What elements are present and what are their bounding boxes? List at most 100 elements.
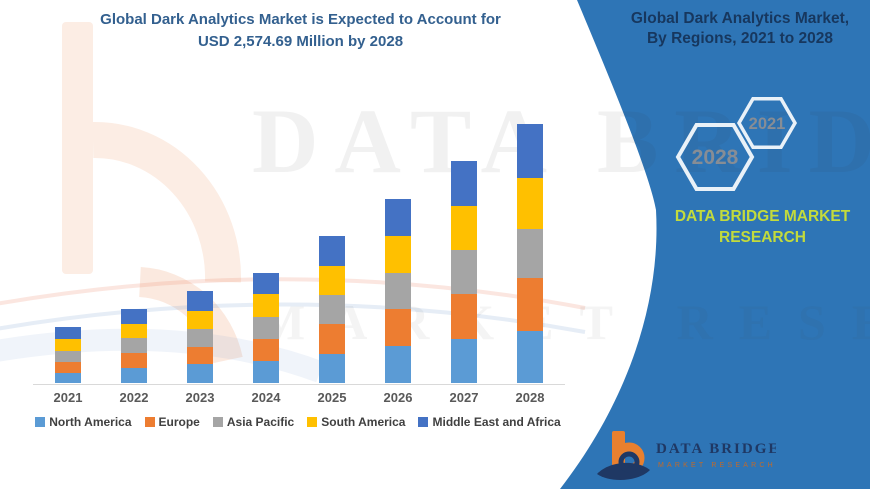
bar-segment-2024-asia-pacific	[253, 317, 279, 339]
x-axis-label-2026: 2026	[383, 390, 413, 405]
bar-stack-2025	[319, 236, 345, 383]
hexagon-2028-label: 2028	[692, 146, 739, 169]
bar-group-2028	[497, 124, 563, 383]
bar-group-2024	[233, 272, 299, 383]
legend-swatch-icon	[418, 417, 429, 427]
bar-segment-2023-south-america	[187, 310, 213, 330]
hexagon-year-badges: 2028 2021	[675, 97, 798, 191]
bar-segment-2022-south-america	[121, 324, 147, 339]
bar-segment-2025-north-america	[319, 353, 345, 383]
bar-stack-2026	[385, 199, 411, 383]
bar-segment-2025-asia-pacific	[319, 295, 345, 325]
bar-stack-2027	[451, 161, 477, 383]
legend-label: Asia Pacific	[226, 415, 295, 429]
x-axis-labels: 2021 2022 2023 2024 2025 2026 2027 2028	[35, 390, 563, 405]
legend-item-middle-east-and-africa: Middle East and Africa	[418, 415, 561, 429]
brand-text-line1: DATA BRIDGE MARKET	[674, 208, 851, 225]
legend-item-asia-pacific: Asia Pacific	[212, 415, 295, 429]
bar-segment-2026-south-america	[385, 235, 411, 273]
bar-segment-2025-middle-east-and-africa	[319, 236, 345, 266]
bar-segment-2021-asia-pacific	[55, 350, 81, 362]
legend-label: North America	[49, 415, 132, 429]
bar-segment-2021-europe	[55, 361, 81, 373]
bar-stack-2021	[55, 327, 81, 383]
bar-segment-2021-middle-east-and-africa	[55, 327, 81, 340]
bar-segment-2025-south-america	[319, 265, 345, 296]
legend-swatch-icon	[35, 417, 46, 427]
bar-stack-2028	[517, 124, 543, 383]
bar-segment-2022-middle-east-and-africa	[121, 309, 147, 325]
legend-item-europe: Europe	[144, 415, 200, 429]
bar-group-2026	[365, 199, 431, 383]
bar-group-2021	[35, 327, 101, 383]
bar-segment-2027-north-america	[451, 338, 477, 383]
bar-segment-2028-north-america	[517, 331, 543, 383]
bar-segment-2024-south-america	[253, 294, 279, 318]
logo-tagline: MARKET RESEARCH	[658, 462, 776, 469]
brand-text-line2: RESEARCH	[719, 228, 806, 246]
bar-segment-2024-north-america	[253, 360, 279, 383]
legend-swatch-icon	[212, 417, 223, 427]
bar-stack-2023	[187, 291, 213, 383]
bar-segment-2027-europe	[451, 294, 477, 339]
x-axis-label-2028: 2028	[515, 390, 545, 405]
bar-segment-2023-europe	[187, 347, 213, 364]
x-axis-label-2025: 2025	[317, 390, 347, 405]
chart-legend: North America Europe Asia Pacific South Ame…	[22, 415, 574, 429]
bar-segment-2023-asia-pacific	[187, 329, 213, 348]
bar-segment-2027-middle-east-and-africa	[451, 161, 477, 206]
panel-title-line1: Global Dark Analytics Market,	[630, 10, 850, 27]
bar-segment-2027-south-america	[451, 205, 477, 251]
bar-segment-2026-asia-pacific	[385, 272, 411, 310]
x-axis-label-2023: 2023	[185, 390, 215, 405]
bar-segment-2022-europe	[121, 353, 147, 368]
panel-title: Global Dark Analytics Market, By Regions…	[612, 9, 868, 50]
hexagon-2021-label: 2021	[749, 115, 786, 133]
legend-item-north-america: North America	[35, 415, 132, 429]
x-axis-label-2027: 2027	[449, 390, 479, 405]
bar-segment-2023-north-america	[187, 363, 213, 383]
bar-stack-2022	[121, 309, 147, 383]
bar-chart	[35, 124, 563, 383]
x-axis-label-2021: 2021	[53, 390, 83, 405]
bar-group-2022	[101, 309, 167, 383]
x-axis-line	[33, 384, 565, 385]
bar-segment-2027-asia-pacific	[451, 250, 477, 295]
bar-segment-2025-europe	[319, 324, 345, 354]
bar-segment-2021-south-america	[55, 339, 81, 351]
logo-b-icon	[597, 431, 650, 480]
bar-segment-2026-north-america	[385, 346, 411, 383]
bar-segment-2024-middle-east-and-africa	[253, 272, 279, 295]
legend-label: Europe	[158, 415, 200, 429]
bar-group-2023	[167, 291, 233, 383]
bar-segment-2022-north-america	[121, 367, 147, 383]
legend-item-south-america: South America	[307, 415, 405, 429]
brand-text: DATA BRIDGE MARKET RESEARCH	[655, 207, 870, 249]
hexagon-2028-icon	[675, 123, 755, 191]
bar-segment-2028-south-america	[517, 177, 543, 230]
bar-segment-2024-europe	[253, 338, 279, 361]
legend-swatch-icon	[144, 417, 155, 427]
panel-title-line2: By Regions, 2021 to 2028	[646, 30, 834, 48]
legend-label: Middle East and Africa	[432, 415, 561, 429]
bar-segment-2022-asia-pacific	[121, 338, 147, 354]
legend-label: South America	[321, 415, 406, 429]
bar-segment-2026-europe	[385, 309, 411, 347]
legend-swatch-icon	[307, 417, 318, 427]
bar-segment-2028-asia-pacific	[517, 229, 543, 279]
bar-segment-2026-middle-east-and-africa	[385, 199, 411, 236]
bar-stack-2024	[253, 272, 279, 383]
bar-segment-2028-middle-east-and-africa	[517, 124, 543, 178]
bar-group-2025	[299, 236, 365, 383]
chart-title-line2: USD 2,574.69 Million by 2028	[197, 32, 404, 50]
bar-segment-2028-europe	[517, 278, 543, 332]
logo-name: DATA BRIDGE	[656, 441, 776, 457]
chart-title-line1: Global Dark Analytics Market is Expected…	[100, 11, 501, 28]
data-bridge-logo: DATA BRIDGE MARKET RESEARCH	[597, 431, 776, 480]
chart-title: Global Dark Analytics Market is Expected…	[28, 9, 573, 53]
x-axis-label-2024: 2024	[251, 390, 281, 405]
bar-segment-2021-north-america	[55, 372, 81, 383]
hexagon-2021-icon	[736, 97, 798, 149]
bar-group-2027	[431, 161, 497, 383]
